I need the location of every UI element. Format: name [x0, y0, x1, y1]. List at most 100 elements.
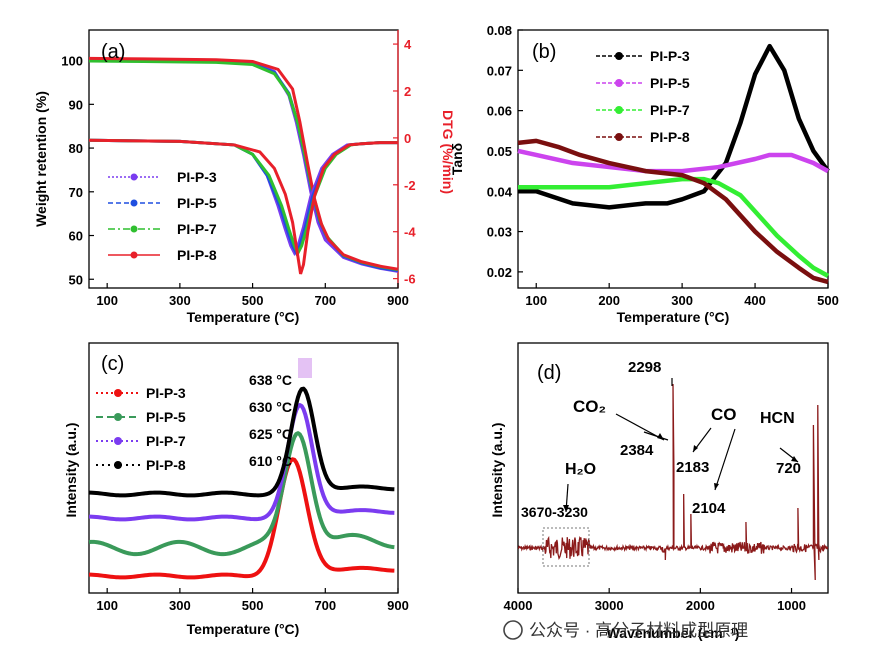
panel-a-ylabel: Weight retention (%) [33, 91, 49, 227]
b-ytick-label: 0.06 [487, 104, 512, 119]
b-ytick-label: 0.07 [487, 63, 512, 78]
a-xtick-label: 900 [387, 293, 409, 308]
c-legend-label-pi-p-7: PI-P-7 [146, 433, 186, 449]
a-legend-label-pi-p-5: PI-P-5 [177, 195, 217, 211]
c-legend-marker-pi-p-7 [114, 437, 122, 445]
d-xtick-label: 1000 [777, 598, 806, 613]
b-line-pi-p-5 [517, 148, 830, 174]
c-legend-label-pi-p-3: PI-P-3 [146, 385, 186, 401]
c-peak-label-pi-p-3: 610 °C [249, 453, 292, 469]
panel-d-xlabel: Wavenumber (cm⁻¹) [607, 625, 740, 641]
annotation-720: 720 [776, 460, 801, 477]
b-xtick-label: 500 [817, 293, 839, 308]
panel-a-y2label: DTG (%/min) [440, 110, 456, 194]
a-xtick-label: 100 [96, 293, 118, 308]
a-y2tick-label: 0 [404, 131, 411, 146]
panel-b-label: (b) [532, 41, 556, 63]
panel-c: 100 300 500 700 900 610 °C 625 °C 630 °C 638 °C… [63, 342, 409, 637]
c-legend-marker-pi-p-5 [114, 413, 122, 421]
a-ytick-label: 70 [69, 185, 83, 200]
wechat-icon [503, 620, 523, 640]
b-ytick-label: 0.04 [487, 184, 513, 199]
panel-c-frame [88, 342, 399, 594]
a-y2tick-label: -4 [404, 225, 416, 240]
d-xtick-label: 3000 [595, 598, 624, 613]
a-weight-line-pi-p-8 [88, 56, 399, 271]
annotation-co: CO [711, 405, 737, 424]
b-legend-marker-pi-p-3 [615, 52, 623, 60]
a-xtick-label: 500 [242, 293, 264, 308]
a-ytick-label: 100 [61, 54, 83, 69]
c-legend-label-pi-p-8: PI-P-8 [146, 457, 186, 473]
b-ytick-label: 0.03 [487, 225, 512, 240]
a-ytick-label: 90 [69, 97, 83, 112]
annotation-h2o: H₂O [565, 461, 596, 478]
panel-b-ylabel: Tanδ [449, 143, 465, 175]
a-legend-marker-pi-p-7 [130, 225, 138, 233]
b-legend-marker-pi-p-7 [615, 106, 623, 114]
b-ytick-label: 0.08 [487, 23, 512, 38]
a-y2tick-label: -6 [404, 272, 416, 287]
b-legend-label-pi-p-8: PI-P-8 [650, 129, 690, 145]
d-xtick-label: 2000 [686, 598, 715, 613]
watermark: 公众号 · 高分子材料成型原理 [503, 620, 748, 640]
c-line-pi-p-3 [88, 457, 395, 580]
annotation-co2: CO₂ [573, 397, 606, 416]
d-xtick-label: 4000 [504, 598, 533, 613]
b-legend-marker-pi-p-5 [615, 79, 623, 87]
annotation-arrowheads [563, 433, 798, 512]
c-legend-marker-pi-p-8 [114, 461, 122, 469]
panel-b: 100 200 300 400 500 0.02 0.03 0.04 0.05 0.06 0.07… [449, 23, 839, 325]
c-xtick-label: 500 [242, 598, 264, 613]
panel-d-ylabel: Intensity (a.u.) [489, 423, 505, 518]
b-legend-label-pi-p-5: PI-P-5 [650, 75, 690, 91]
c-line-pi-p-7 [88, 403, 395, 522]
b-xtick-label: 400 [744, 293, 766, 308]
annotation-2104: 2104 [692, 500, 726, 517]
annotation-2183: 2183 [676, 459, 709, 476]
a-xtick-label: 300 [169, 293, 191, 308]
b-xtick-label: 100 [525, 293, 547, 308]
a-y2tick-label: 2 [404, 84, 411, 99]
a-legend-label-pi-p-8: PI-P-8 [177, 247, 217, 263]
c-peak-label-pi-p-7: 630 °C [249, 399, 292, 415]
c-xtick-label: 100 [96, 598, 118, 613]
panel-c-xlabel: Temperature (°C) [187, 621, 300, 637]
panel-b-frame [517, 29, 829, 289]
b-xtick-label: 200 [598, 293, 620, 308]
c-xtick-label: 900 [387, 598, 409, 613]
a-ytick-label: 60 [69, 229, 83, 244]
panel-b-xlabel: Temperature (°C) [617, 309, 730, 325]
panel-a-xlabel: Temperature (°C) [187, 309, 300, 325]
a-dtg-line-pi-p-8 [88, 138, 398, 275]
b-legend-label-pi-p-3: PI-P-3 [650, 48, 690, 64]
c-line-pi-p-8 [88, 386, 395, 498]
a-y2tick-label: -2 [404, 178, 416, 193]
b-line-pi-p-7 [518, 176, 830, 278]
watermark-text: 公众号 · 高分子材料成型原理 [529, 621, 748, 640]
panel-d-label: (d) [537, 362, 561, 384]
b-line-pi-p-8 [517, 138, 829, 285]
annotation-hcn: HCN [760, 410, 795, 427]
c-legend-label-pi-p-5: PI-P-5 [146, 409, 186, 425]
panel-d: 4000 3000 2000 1000 (d) Wavenumber (cm⁻¹) I… [489, 342, 829, 641]
b-legend-marker-pi-p-8 [615, 133, 623, 141]
b-line-pi-p-3 [518, 43, 830, 210]
d-spectrum-line [517, 383, 829, 581]
c-line-pi-p-5 [88, 431, 395, 557]
c-legend-marker-pi-p-3 [114, 389, 122, 397]
panel-d-frame [517, 342, 829, 594]
panel-a-label: (a) [101, 41, 125, 63]
a-legend-label-pi-p-3: PI-P-3 [177, 169, 217, 185]
annotation-3670-3230: 3670-3230 [521, 504, 588, 520]
annotation-2384: 2384 [620, 442, 654, 459]
b-xtick-label: 300 [671, 293, 693, 308]
water-region-box [542, 527, 590, 567]
a-ytick-label: 50 [69, 272, 83, 287]
a-legend-marker-pi-p-5 [130, 199, 138, 207]
c-xtick-label: 700 [314, 598, 336, 613]
annotation-arrows [565, 378, 799, 513]
a-legend-label-pi-p-7: PI-P-7 [177, 221, 217, 237]
a-y2tick-label: 4 [404, 37, 412, 52]
